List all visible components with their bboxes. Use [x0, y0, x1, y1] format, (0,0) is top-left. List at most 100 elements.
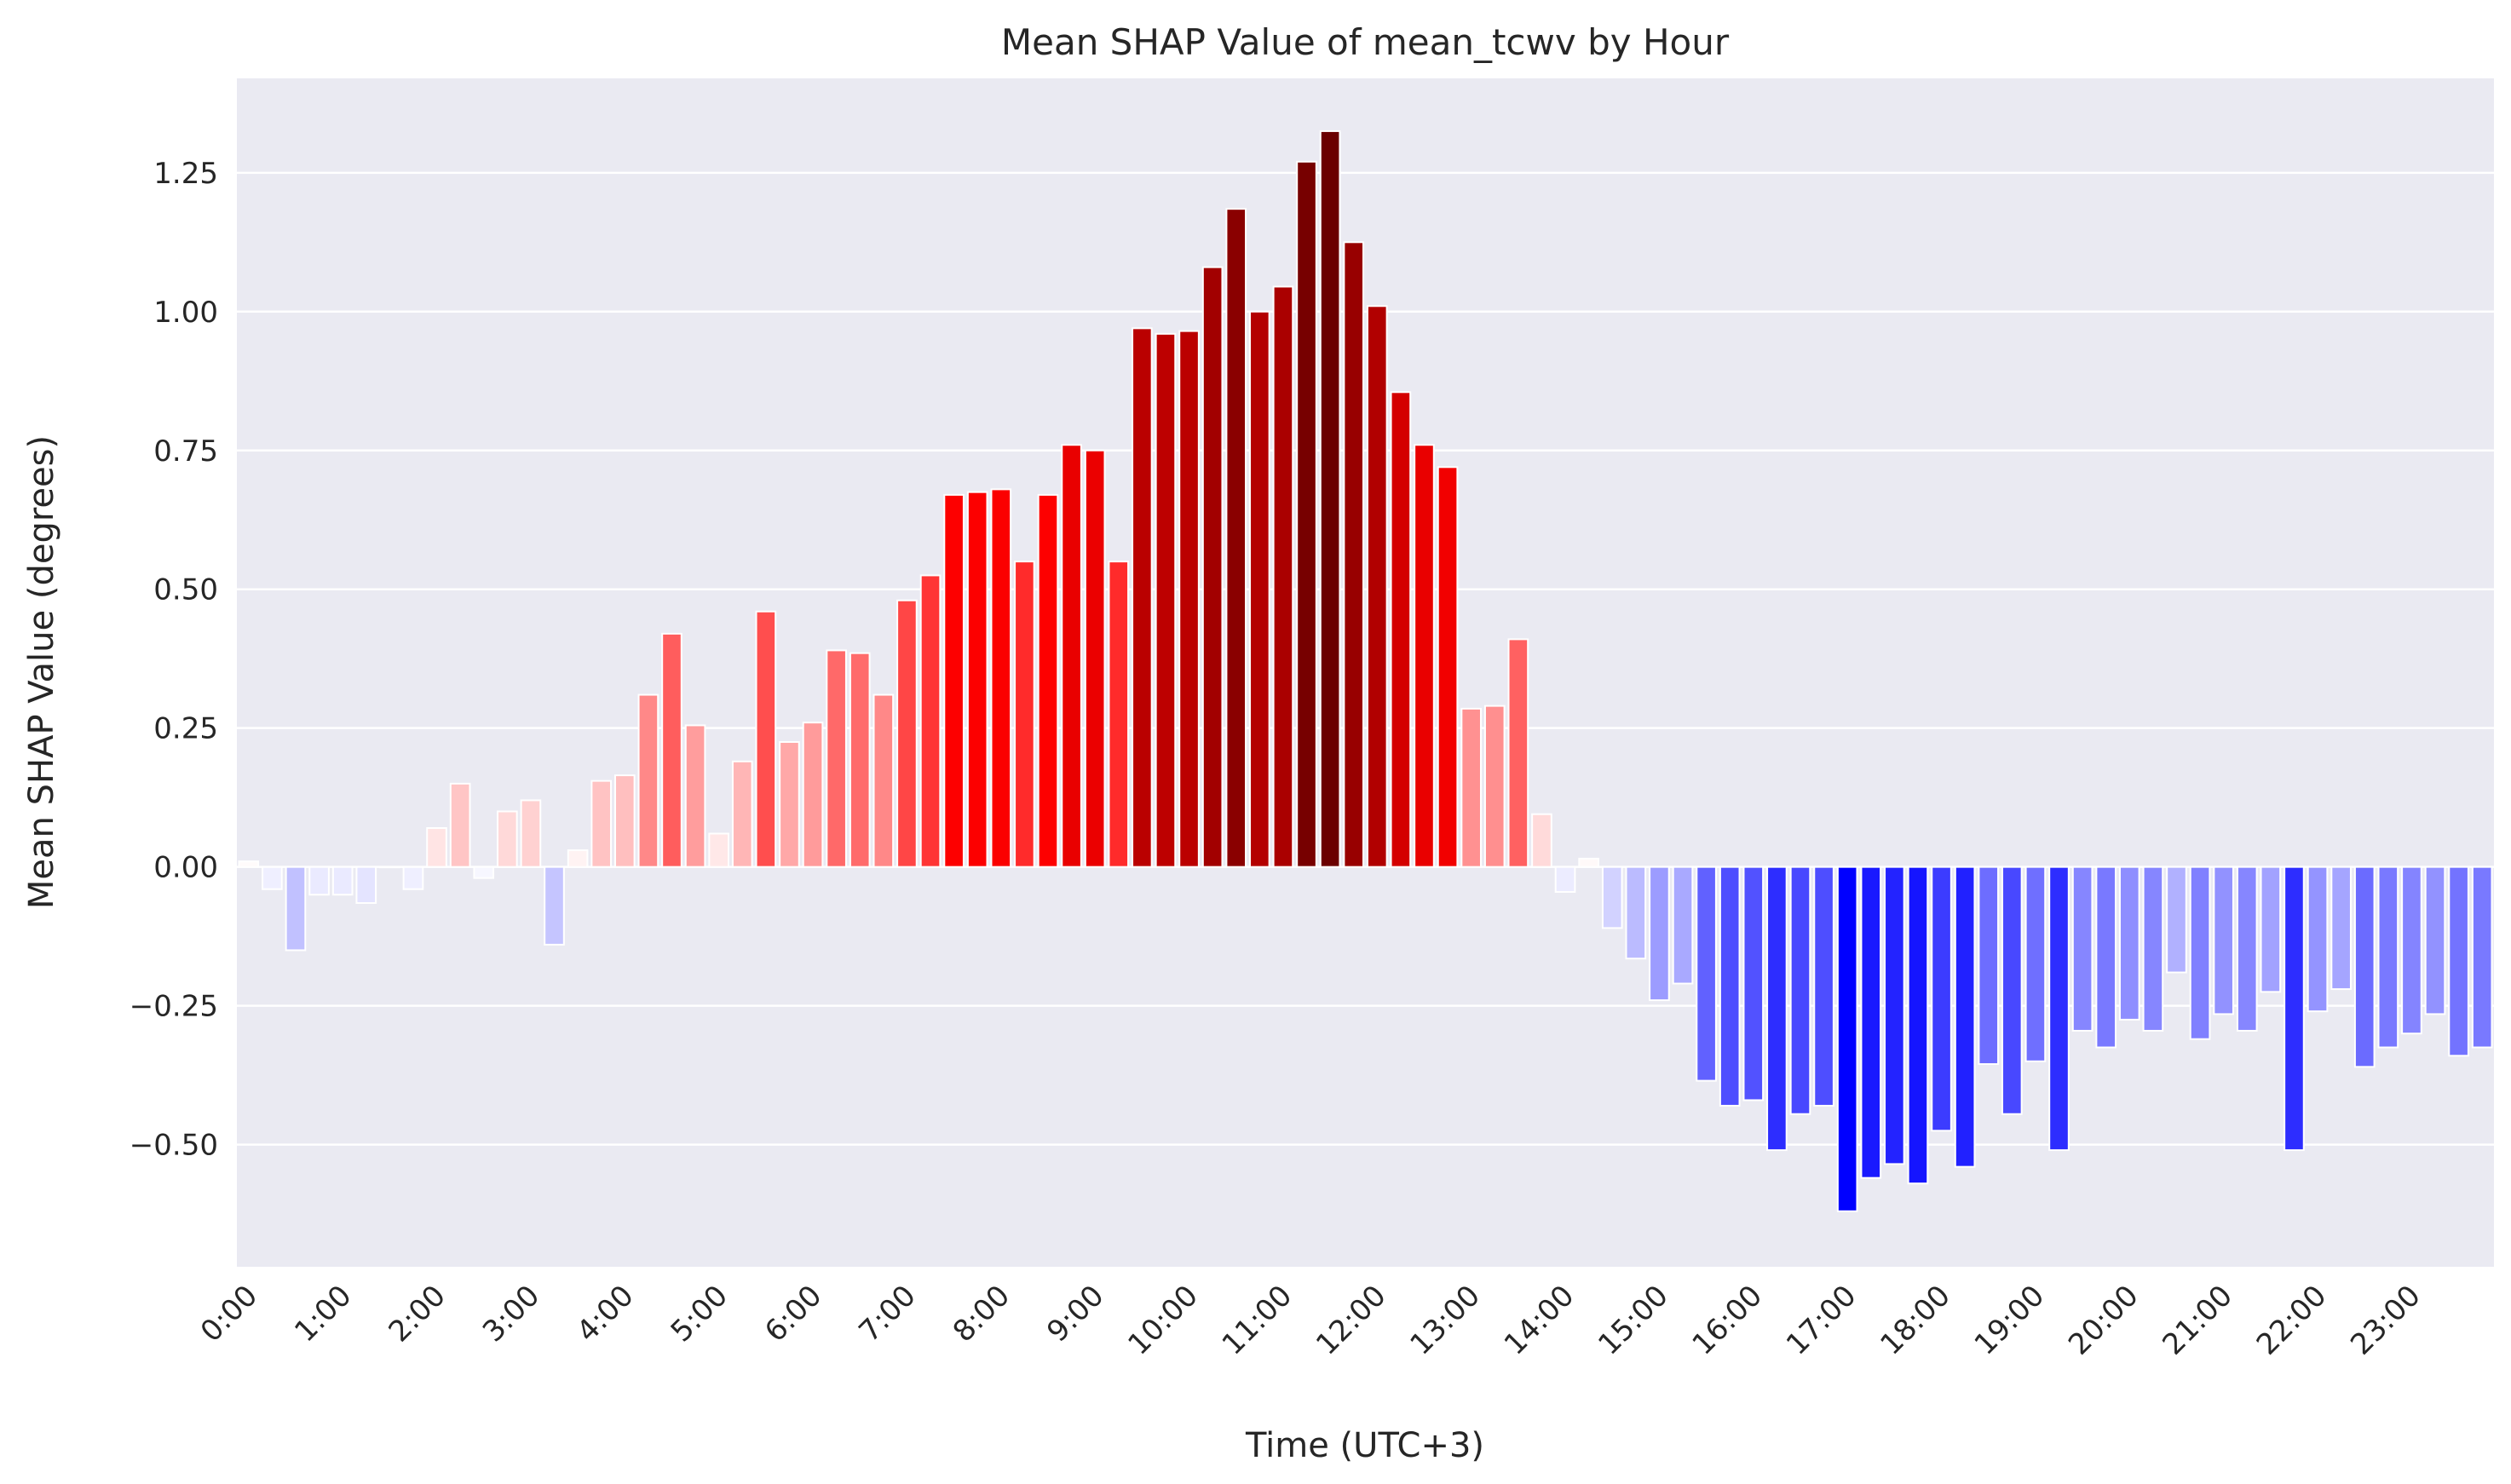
- x-tick-label: 3:00: [476, 1279, 546, 1349]
- bar: [1742, 866, 1765, 1101]
- bar: [262, 866, 283, 890]
- x-tick-label: 16:00: [1686, 1279, 1770, 1362]
- x-tick-label: 17:00: [1780, 1279, 1863, 1362]
- bar: [2260, 866, 2282, 993]
- bar: [1813, 866, 1834, 1107]
- bar: [1249, 310, 1270, 868]
- bar: [1625, 866, 1647, 960]
- bar: [1766, 866, 1788, 1152]
- bar: [1437, 466, 1459, 868]
- bar: [2213, 866, 2234, 1015]
- bar: [1084, 449, 1106, 868]
- bar: [1931, 866, 1952, 1132]
- y-axis-title: Mean SHAP Value (degrees): [22, 435, 61, 909]
- bar: [1272, 285, 1294, 868]
- bar: [1414, 444, 1435, 868]
- x-tick-label: 22:00: [2250, 1279, 2334, 1362]
- bar: [2071, 866, 2093, 1032]
- x-tick-label: 0:00: [194, 1279, 264, 1349]
- bar: [473, 866, 495, 879]
- bar: [802, 722, 824, 868]
- y-tick-label: 0.25: [153, 712, 218, 746]
- bar: [1178, 330, 1200, 868]
- bar: [2448, 866, 2469, 1057]
- bar: [943, 493, 965, 868]
- y-tick-labels: −0.50 −0.25 0.00 0.25 0.50 0.75 1.00 1.25: [130, 157, 218, 1163]
- bar: [426, 827, 447, 868]
- bar: [1531, 813, 1552, 868]
- bar: [1366, 305, 1388, 868]
- bar: [2353, 866, 2376, 1068]
- bar: [731, 760, 753, 868]
- bar: [708, 832, 729, 868]
- bar: [1225, 208, 1247, 868]
- bar: [2236, 866, 2258, 1032]
- bar: [379, 866, 400, 869]
- x-tick-label: 23:00: [2344, 1279, 2427, 1362]
- bar: [1155, 332, 1177, 868]
- bar: [637, 693, 659, 868]
- bar: [544, 866, 565, 946]
- bar: [1343, 241, 1365, 868]
- bar: [1649, 866, 1670, 1002]
- bar: [919, 574, 942, 868]
- x-tick-label: 15:00: [1592, 1279, 1675, 1362]
- bar: [331, 866, 354, 896]
- x-axis-title: Time (UTC+3): [1245, 1426, 1484, 1465]
- gridlines: [237, 171, 2494, 1146]
- bar: [1460, 707, 1482, 868]
- bar: [2189, 866, 2211, 1040]
- bar: [1789, 866, 1811, 1115]
- y-tick-label: 0.75: [153, 434, 218, 469]
- x-tick-label: 13:00: [1403, 1279, 1487, 1362]
- bar: [873, 693, 895, 868]
- bar: [1296, 160, 1317, 868]
- bar: [1978, 866, 2000, 1066]
- bar: [1672, 866, 1694, 985]
- bar: [613, 774, 636, 868]
- bar: [2118, 866, 2140, 1021]
- x-tick-label: 8:00: [947, 1279, 1016, 1349]
- bar: [1014, 561, 1035, 868]
- bar: [1201, 266, 1224, 868]
- x-tick-label: 9:00: [1040, 1279, 1110, 1349]
- bar: [355, 866, 377, 905]
- bar: [1507, 638, 1529, 868]
- bar: [1836, 866, 1858, 1212]
- x-tick-label: 10:00: [1121, 1279, 1205, 1362]
- bar: [1578, 857, 1599, 868]
- bar: [661, 632, 682, 868]
- x-tick-label: 12:00: [1310, 1279, 1393, 1362]
- bar: [755, 610, 777, 868]
- bar: [285, 866, 307, 952]
- x-tick-label: 21:00: [2156, 1279, 2239, 1362]
- bar: [238, 860, 260, 868]
- bar: [2048, 866, 2070, 1152]
- bar: [849, 652, 871, 868]
- x-tick-label: 4:00: [570, 1279, 640, 1349]
- bar: [826, 649, 847, 868]
- x-tick-label: 7:00: [853, 1279, 923, 1349]
- bar: [966, 491, 988, 868]
- bar: [1696, 866, 1717, 1082]
- x-tick-label: 14:00: [1498, 1279, 1581, 1362]
- bar: [2424, 866, 2446, 1015]
- x-tick-label: 11:00: [1216, 1279, 1299, 1362]
- plot-background: [237, 78, 2494, 1267]
- x-tick-labels: 0:00 1:00 2:00 3:00 4:00 5:00 6:00 7:00 8:00 9:00…: [194, 1279, 2427, 1362]
- bar: [2330, 866, 2352, 991]
- bar: [402, 866, 424, 890]
- chart-title: Mean SHAP Value of mean_tcwv by Hour: [1001, 21, 1730, 63]
- bar: [1319, 129, 1341, 868]
- bar: [2377, 866, 2399, 1049]
- bar: [1554, 866, 1576, 893]
- bars: [238, 129, 2493, 1212]
- bar: [497, 810, 518, 868]
- bar: [684, 724, 706, 868]
- x-tick-label: 1:00: [288, 1279, 358, 1349]
- bar: [1907, 866, 1929, 1185]
- bar: [779, 740, 800, 868]
- bar: [2166, 866, 2187, 974]
- x-tick-label: 18:00: [1874, 1279, 1957, 1362]
- bar: [2001, 866, 2023, 1115]
